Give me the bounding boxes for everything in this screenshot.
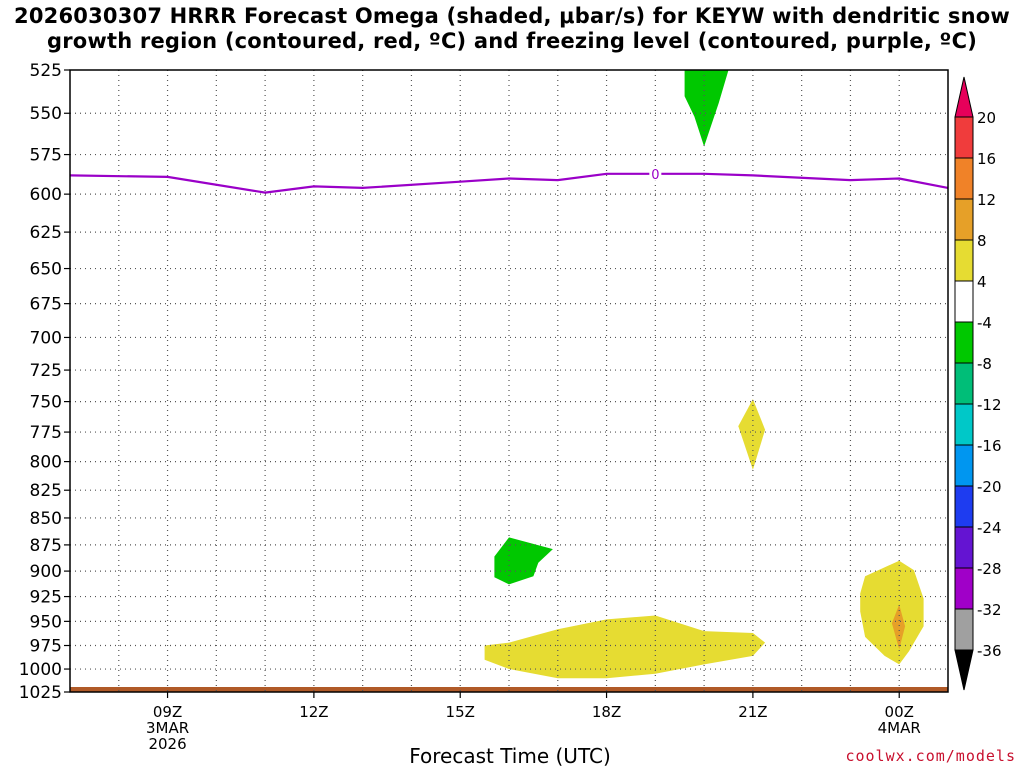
- colorbar-segment-1: [954, 157, 974, 200]
- colorbar-segment-8: [954, 444, 974, 487]
- freezing-level-label-bg: [649, 166, 662, 181]
- colorbar-segment-12: [954, 608, 974, 651]
- colorbar-label-9: -20: [977, 478, 1002, 496]
- y-tick-label-625: 625: [30, 223, 62, 243]
- y-tick-label-850: 850: [30, 509, 62, 529]
- colorbar-label-0: 20: [977, 109, 996, 127]
- y-tick-label-950: 950: [30, 612, 62, 632]
- x-tick-label-24-0: 00Z: [885, 703, 914, 721]
- y-tick-label-1025: 1025: [19, 683, 62, 703]
- colorbar-segment-2: [954, 198, 974, 241]
- colorbar: 20 16 12 8 4 -4 -8 -12 -16 -20 -24 -28 -32 -36: [954, 76, 1002, 691]
- colorbar-segment-10: [954, 526, 974, 569]
- y-tick-label-775: 775: [30, 423, 62, 443]
- omega-fill-layer: [484, 70, 924, 679]
- colorbar-label-13: -36: [977, 642, 1002, 660]
- colorbar-label-10: -24: [977, 519, 1002, 537]
- y-tick-label-975: 975: [30, 637, 62, 657]
- omega-region-5: [891, 604, 906, 650]
- colorbar-segment-11: [954, 567, 974, 610]
- y-tick-label-925: 925: [30, 588, 62, 608]
- ground-strip: [70, 687, 948, 692]
- omega-region-0: [684, 70, 729, 147]
- y-tick-label-575: 575: [30, 146, 62, 166]
- omega-region-3: [484, 615, 766, 679]
- y-tick-label-550: 550: [30, 104, 62, 124]
- colorbar-segment-5: [954, 321, 974, 364]
- colorbar-segment-7: [954, 403, 974, 446]
- y-tick-label-600: 600: [30, 185, 62, 205]
- colorbar-label-6: -8: [977, 355, 992, 373]
- colorbar-segment-9: [954, 485, 974, 528]
- grid-layer: [70, 70, 948, 692]
- colorbar-label-8: -16: [977, 437, 1002, 455]
- freezing-level-label: 0: [651, 168, 659, 183]
- colorbar-label-1: 16: [977, 150, 996, 168]
- y-axis: 525 550 575 600 625 650 675 700 725 750 775 800 825 8…: [19, 61, 70, 703]
- x-tick-label-24-1: 4MAR: [878, 719, 921, 737]
- ground-layer: [70, 687, 948, 692]
- y-tick-label-675: 675: [30, 295, 62, 315]
- x-tick-label-12-0: 12Z: [299, 703, 328, 721]
- colorbar-segment-6: [954, 362, 974, 405]
- colorbar-label-2: 12: [977, 191, 996, 209]
- colorbar-segment-3: [954, 239, 974, 282]
- y-tick-label-1000: 1000: [19, 660, 62, 680]
- x-axis-title: Forecast Time (UTC): [409, 744, 611, 768]
- colorbar-label-7: -12: [977, 396, 1002, 414]
- y-tick-label-800: 800: [30, 453, 62, 473]
- colorbar-bottom-triangle: [954, 649, 974, 691]
- colorbar-segment-4: [954, 280, 974, 323]
- site-credit[interactable]: coolwx.com/models: [845, 747, 1016, 765]
- omega-region-2: [738, 399, 766, 470]
- y-tick-label-725: 725: [30, 361, 62, 381]
- colorbar-label-12: -32: [977, 601, 1002, 619]
- x-tick-label-9-2: 2026: [148, 735, 186, 753]
- freezing-level-line: [69, 172, 949, 194]
- colorbar-label-3: 8: [977, 232, 987, 250]
- omega-region-1: [494, 537, 553, 585]
- omega-region-4: [860, 560, 924, 665]
- colorbar-label-4: 4: [977, 273, 987, 291]
- x-tick-label-9-0: 09Z: [153, 703, 182, 721]
- x-tick-label-18-0: 18Z: [592, 703, 621, 721]
- x-tick-label-9-1: 3MAR: [146, 719, 189, 737]
- y-tick-label-700: 700: [30, 328, 62, 348]
- y-tick-label-525: 525: [30, 61, 62, 81]
- x-tick-label-21-0: 21Z: [738, 703, 767, 721]
- chart-title-line-2: growth region (contoured, red, ºC) and f…: [46, 29, 978, 53]
- y-tick-label-900: 900: [30, 562, 62, 582]
- colorbar-top-triangle: [954, 76, 974, 118]
- colorbar-label-11: -28: [977, 560, 1002, 578]
- x-tick-label-15-0: 15Z: [446, 703, 475, 721]
- y-tick-label-750: 750: [30, 393, 62, 413]
- colorbar-label-5: -4: [977, 314, 992, 332]
- freezing-level-layer: 0: [69, 166, 949, 194]
- colorbar-segment-0: [954, 116, 974, 159]
- y-tick-label-650: 650: [30, 260, 62, 280]
- chart-title-line-1: 2026030307 HRRR Forecast Omega (shaded, …: [14, 4, 1010, 28]
- plot-frame: [69, 69, 949, 693]
- chart-title: 2026030307 HRRR Forecast Omega (shaded, …: [0, 4, 1024, 54]
- y-tick-label-825: 825: [30, 481, 62, 501]
- y-tick-label-875: 875: [30, 536, 62, 556]
